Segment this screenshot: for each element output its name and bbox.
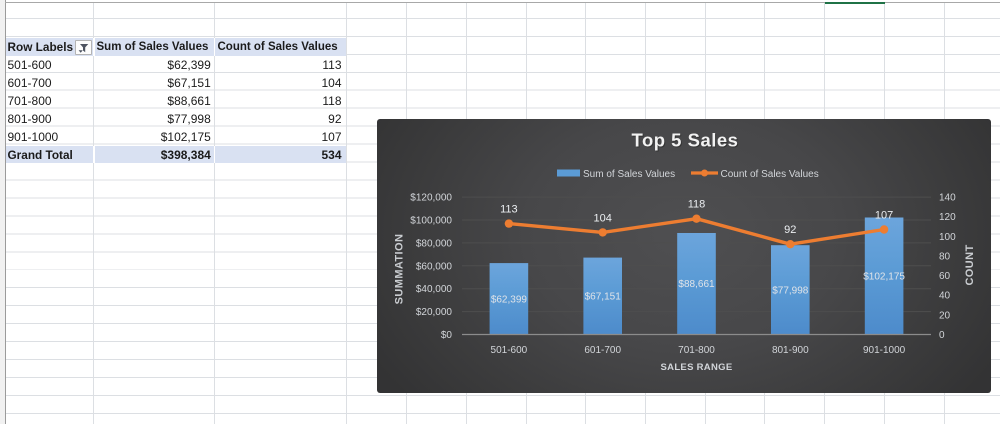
svg-text:501-600: 501-600 xyxy=(491,345,528,356)
svg-text:120: 120 xyxy=(939,212,956,223)
svg-text:107: 107 xyxy=(875,210,893,222)
svg-text:701-800: 701-800 xyxy=(678,345,715,356)
svg-text:Top 5 Sales: Top 5 Sales xyxy=(632,130,739,151)
svg-text:118: 118 xyxy=(688,199,706,211)
svg-text:COUNT: COUNT xyxy=(964,244,976,285)
svg-text:113: 113 xyxy=(500,204,518,216)
svg-text:$80,000: $80,000 xyxy=(416,238,453,249)
svg-text:$100,000: $100,000 xyxy=(410,216,452,227)
svg-text:$88,661: $88,661 xyxy=(678,279,715,290)
svg-text:20: 20 xyxy=(939,310,951,321)
svg-text:$20,000: $20,000 xyxy=(416,307,453,318)
svg-text:92: 92 xyxy=(784,224,796,236)
svg-text:901-1000: 901-1000 xyxy=(863,345,906,356)
svg-text:$0: $0 xyxy=(441,330,453,341)
svg-text:$40,000: $40,000 xyxy=(416,284,453,295)
svg-text:0: 0 xyxy=(939,330,945,341)
svg-text:$120,000: $120,000 xyxy=(410,193,452,204)
svg-text:Count of Sales Values: Count of Sales Values xyxy=(721,169,819,180)
svg-text:104: 104 xyxy=(594,212,612,224)
svg-text:601-700: 601-700 xyxy=(584,345,621,356)
svg-text:100: 100 xyxy=(939,232,956,243)
svg-text:$60,000: $60,000 xyxy=(416,261,453,272)
svg-text:SALES RANGE: SALES RANGE xyxy=(661,362,733,373)
svg-text:801-900: 801-900 xyxy=(772,345,809,356)
svg-text:SUMMATION: SUMMATION xyxy=(394,234,406,305)
svg-text:140: 140 xyxy=(939,193,956,204)
svg-text:80: 80 xyxy=(939,252,951,263)
svg-text:$67,151: $67,151 xyxy=(585,292,622,303)
svg-text:40: 40 xyxy=(939,291,951,302)
svg-text:60: 60 xyxy=(939,271,951,282)
svg-text:$77,998: $77,998 xyxy=(772,285,809,296)
svg-text:Top 5 Sales: Top 5 Sales xyxy=(633,131,740,152)
svg-text:$62,399: $62,399 xyxy=(491,294,528,305)
svg-text:$102,175: $102,175 xyxy=(863,272,905,283)
svg-text:Sum of Sales Values: Sum of Sales Values xyxy=(583,169,675,180)
